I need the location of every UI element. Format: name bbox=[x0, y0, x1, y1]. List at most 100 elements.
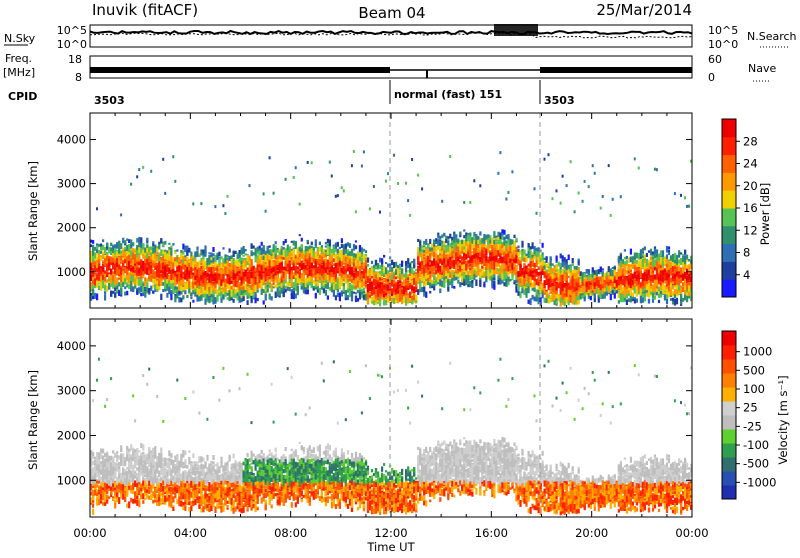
power-cell bbox=[379, 258, 381, 263]
power-cell bbox=[224, 266, 226, 270]
power-cell bbox=[463, 201, 465, 204]
power-cell bbox=[461, 277, 463, 283]
power-cell bbox=[285, 289, 287, 293]
power-cell bbox=[295, 261, 297, 266]
power-cell bbox=[124, 240, 126, 244]
power-cell bbox=[359, 283, 361, 288]
power-cell bbox=[313, 273, 315, 276]
power-cell bbox=[249, 258, 251, 261]
power-cell bbox=[447, 245, 449, 252]
power-cell bbox=[136, 289, 138, 292]
power-cell bbox=[469, 242, 471, 244]
power-cell bbox=[365, 256, 367, 258]
power-cell bbox=[126, 238, 128, 241]
power-cell bbox=[467, 252, 469, 258]
power-cell bbox=[459, 251, 461, 255]
power-cell bbox=[255, 298, 257, 304]
power-cell bbox=[114, 279, 116, 286]
power-cell bbox=[307, 251, 309, 254]
power-cell bbox=[106, 279, 108, 283]
power-cell bbox=[309, 276, 311, 282]
power-cell bbox=[301, 266, 303, 269]
power-cell bbox=[257, 252, 259, 255]
power-cell bbox=[275, 241, 277, 244]
power-cell bbox=[413, 294, 415, 298]
power-cell bbox=[138, 290, 140, 294]
power-cell bbox=[367, 285, 369, 291]
power-cell bbox=[443, 252, 445, 258]
power-cell bbox=[357, 282, 359, 288]
power-cell bbox=[144, 271, 146, 274]
power-cell bbox=[471, 277, 473, 280]
power-cell bbox=[407, 297, 409, 303]
power-cell bbox=[150, 286, 152, 291]
power-cell bbox=[439, 266, 441, 272]
power-cell bbox=[158, 263, 160, 265]
power-cell bbox=[281, 283, 283, 287]
power-cell bbox=[375, 272, 377, 274]
power-cell bbox=[198, 261, 200, 267]
power-cell bbox=[233, 294, 235, 298]
power-cell bbox=[168, 256, 170, 260]
power-cell bbox=[172, 155, 174, 158]
power-cell bbox=[295, 278, 297, 284]
power-cell bbox=[457, 276, 459, 279]
power-cell bbox=[263, 289, 265, 293]
power-cell bbox=[120, 276, 122, 282]
power-cell bbox=[150, 267, 152, 270]
power-cell bbox=[421, 262, 423, 265]
power-cell bbox=[194, 282, 196, 285]
power-cell bbox=[265, 282, 267, 284]
power-cell bbox=[202, 283, 204, 287]
power-cell bbox=[443, 274, 445, 276]
power-cell bbox=[311, 263, 313, 269]
power-cell bbox=[451, 278, 453, 284]
power-cell bbox=[421, 287, 423, 292]
power-cell bbox=[345, 262, 347, 269]
power-cell bbox=[194, 285, 196, 289]
power-cell bbox=[333, 249, 335, 255]
power-cell bbox=[218, 280, 220, 283]
power-cell bbox=[451, 272, 453, 278]
power-cell bbox=[439, 241, 441, 244]
power-cell bbox=[421, 252, 423, 255]
power-cell bbox=[333, 246, 335, 248]
power-cell bbox=[132, 266, 134, 273]
power-cell bbox=[293, 282, 295, 288]
power-cell bbox=[347, 253, 349, 256]
power-cell bbox=[435, 268, 437, 271]
power-cell bbox=[148, 252, 150, 256]
power-cell bbox=[355, 278, 357, 282]
power-cell bbox=[146, 267, 148, 274]
power-cell bbox=[130, 251, 132, 257]
power-cell bbox=[273, 286, 275, 288]
power-cell bbox=[227, 257, 229, 259]
power-cell bbox=[128, 272, 130, 278]
power-cell bbox=[122, 238, 124, 244]
power-cell bbox=[463, 258, 465, 264]
power-scatter-data bbox=[90, 150, 692, 307]
power-cell bbox=[341, 268, 343, 272]
power-cell bbox=[405, 261, 407, 266]
power-cell bbox=[239, 258, 241, 262]
power-cell bbox=[180, 269, 182, 274]
power-cell bbox=[192, 202, 194, 205]
power-cell bbox=[339, 292, 341, 295]
power-cell bbox=[239, 290, 241, 295]
power-cell bbox=[237, 254, 239, 259]
power-cell bbox=[235, 290, 237, 293]
power-cell bbox=[305, 290, 307, 294]
power-cell bbox=[267, 269, 269, 275]
power-cell bbox=[321, 245, 323, 248]
power-cell bbox=[118, 270, 120, 274]
power-cell bbox=[311, 269, 313, 275]
power-cell bbox=[229, 278, 231, 285]
power-cell bbox=[437, 235, 439, 239]
power-cell bbox=[331, 249, 333, 253]
power-cell bbox=[204, 285, 206, 291]
power-cell bbox=[435, 280, 437, 286]
power-cell bbox=[114, 274, 116, 279]
power-cell bbox=[271, 250, 273, 254]
power-cell bbox=[469, 259, 471, 263]
power-cell bbox=[335, 284, 337, 290]
